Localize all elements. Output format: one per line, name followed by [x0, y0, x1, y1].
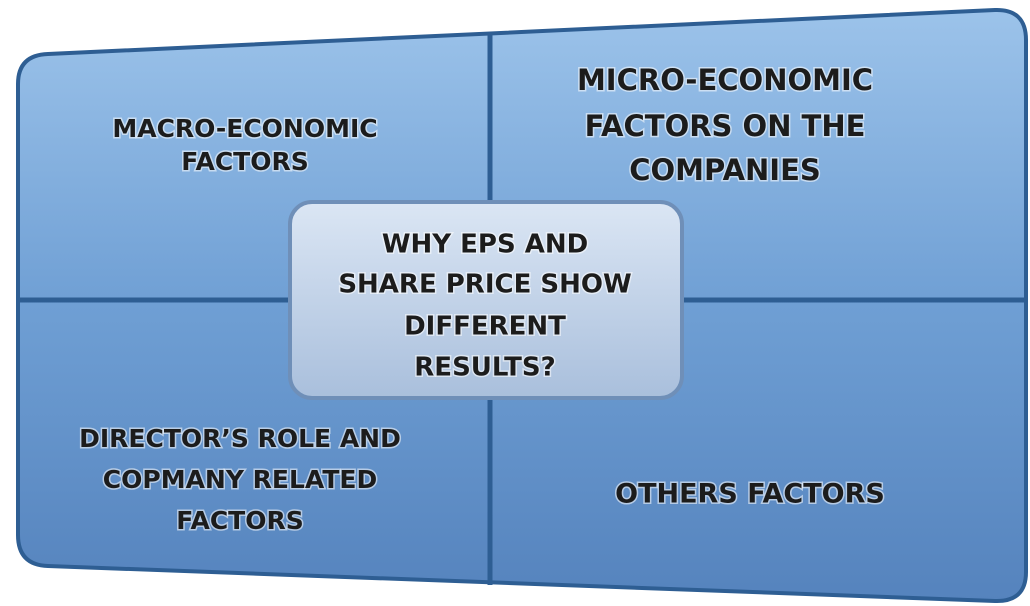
center-label: RESULTS? [414, 353, 555, 383]
center-label: DIFFERENT [404, 312, 566, 342]
quadrant-label: OTHERS FACTORS [615, 479, 885, 510]
quadrant-label: COMPANIES [629, 153, 821, 187]
quadrant-label: DIRECTOR’S ROLE AND [79, 424, 401, 453]
quadrant-label: FACTORS [176, 506, 303, 535]
quadrant-label: FACTORS ON THE [585, 109, 866, 143]
quadrant-label: COPMANY RELATED [103, 465, 377, 494]
quadrant-label: MACRO-ECONOMIC [112, 114, 377, 143]
labels: MACRO-ECONOMIC FACTORS MICRO-ECONOMIC FACTO… [78, 62, 887, 537]
center-label: SHARE PRICE SHOW [338, 270, 631, 300]
center-box [288, 200, 684, 400]
center-label: WHY EPS AND [382, 230, 588, 260]
quadrant-label: MICRO-ECONOMIC [577, 63, 873, 97]
quadrant-label: FACTORS [181, 147, 308, 176]
